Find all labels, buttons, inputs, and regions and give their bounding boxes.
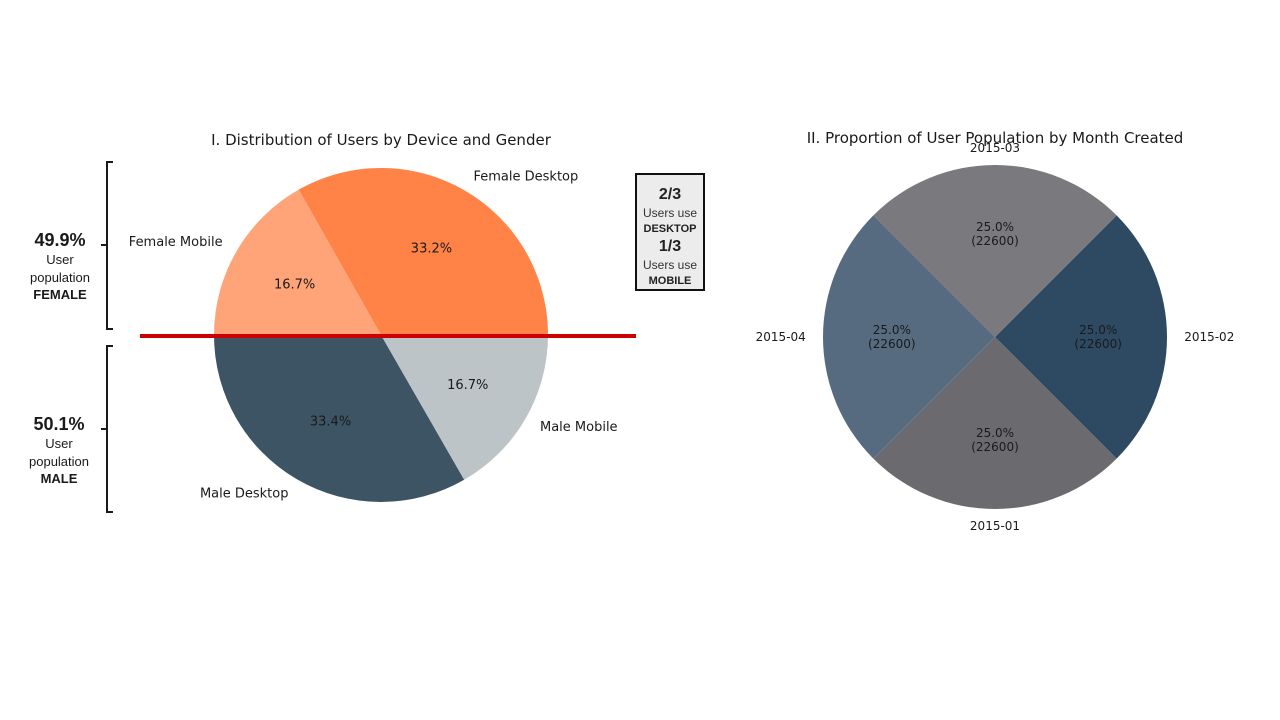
pie-slice-2015-04 — [822, 215, 995, 459]
female-group-label: FEMALE — [33, 287, 87, 302]
slice-label-2015-04: 2015-04 — [756, 330, 806, 344]
female-line2: population — [30, 270, 90, 285]
chart1-title: I. Distribution of Users by Device and G… — [211, 131, 552, 149]
slice-percent-female-desktop: 33.2% — [411, 241, 452, 256]
device-summary-box: 2/3 Users use DESKTOP 1/3 Users use MOBI… — [635, 173, 705, 291]
slice-label-2015-01: 2015-01 — [970, 519, 1020, 533]
chart1-pie: Female Desktop 33.2% Female Mobile 16.7% Mal… — [129, 168, 618, 503]
male-line1: User — [45, 436, 73, 451]
slice-percent-female-mobile: 16.7% — [274, 277, 315, 292]
mobile-text: Users use — [642, 258, 698, 272]
pie-slice-male-desktop — [214, 333, 465, 503]
pie-slice-male-mobile — [381, 335, 548, 480]
desktop-fraction: 2/3 — [658, 186, 682, 203]
female-annotation: 49.9% User population FEMALE — [20, 229, 100, 303]
male-percent: 50.1% — [33, 414, 85, 434]
male-bracket — [101, 345, 113, 513]
slice-percent-2015-02: 25.0% (22600) — [1074, 323, 1122, 351]
slice-label-female-desktop: Female Desktop — [474, 169, 579, 184]
pie-slice-2015-01 — [873, 337, 1117, 509]
pie-slice-2015-03 — [873, 165, 1117, 337]
mobile-fraction: 1/3 — [658, 238, 682, 255]
slice-percent-2015-04: 25.0% (22600) — [868, 323, 916, 351]
female-bracket — [101, 161, 113, 330]
female-line1: User — [46, 252, 74, 267]
female-percent: 49.9% — [34, 230, 86, 250]
slice-percent-2015-03: 25.0% (22600) — [971, 220, 1019, 248]
slice-label-2015-03: 2015-03 — [970, 141, 1020, 155]
slice-percent-male-mobile: 16.7% — [447, 378, 488, 393]
desktop-text: Users use — [642, 206, 698, 220]
male-annotation: 50.1% User population MALE — [19, 413, 99, 487]
pie-slice-2015-02 — [995, 215, 1167, 459]
slice-label-male-desktop: Male Desktop — [200, 487, 289, 502]
male-group-label: MALE — [40, 471, 78, 486]
slice-label-2015-02: 2015-02 — [1184, 330, 1234, 344]
slice-label-female-mobile: Female Mobile — [129, 235, 223, 250]
chart2-pie: 2015-01 25.0% (22600) 2015-02 25.0% (22600) 20… — [756, 141, 1235, 533]
chart2-title: II. Proportion of User Population by Mon… — [807, 129, 1184, 147]
slice-percent-male-desktop: 33.4% — [310, 415, 351, 430]
slice-label-male-mobile: Male Mobile — [540, 420, 618, 435]
pie-slice-female-mobile — [214, 189, 381, 335]
desktop-label: DESKTOP — [643, 223, 697, 235]
pie-slice-female-desktop — [298, 168, 548, 335]
male-line2: population — [29, 454, 89, 469]
mobile-label: MOBILE — [648, 275, 692, 287]
slice-percent-2015-01: 25.0% (22600) — [971, 426, 1019, 454]
